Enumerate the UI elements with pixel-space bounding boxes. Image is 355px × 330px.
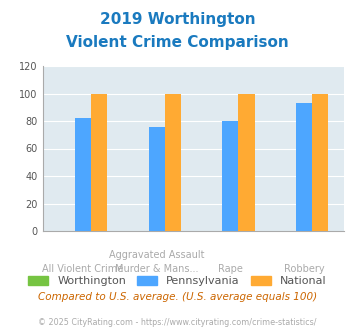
Legend: Worthington, Pennsylvania, National: Worthington, Pennsylvania, National [24, 271, 331, 290]
Text: Violent Crime Comparison: Violent Crime Comparison [66, 35, 289, 50]
Text: Murder & Mans...: Murder & Mans... [115, 264, 198, 274]
Bar [165, 93, 181, 231]
Text: Compared to U.S. average. (U.S. average equals 100): Compared to U.S. average. (U.S. average … [38, 292, 317, 302]
Bar [312, 93, 328, 231]
Bar [75, 118, 91, 231]
Bar [222, 121, 238, 231]
Text: 2019 Worthington: 2019 Worthington [100, 12, 255, 26]
Bar [238, 93, 255, 231]
Bar [149, 126, 165, 231]
Text: Rape: Rape [218, 264, 243, 274]
Text: © 2025 CityRating.com - https://www.cityrating.com/crime-statistics/: © 2025 CityRating.com - https://www.city… [38, 318, 317, 327]
Bar [296, 103, 312, 231]
Text: Aggravated Assault: Aggravated Assault [109, 250, 204, 260]
Bar [91, 93, 107, 231]
Text: Robbery: Robbery [284, 264, 324, 274]
Text: All Violent Crime: All Violent Crime [43, 264, 124, 274]
